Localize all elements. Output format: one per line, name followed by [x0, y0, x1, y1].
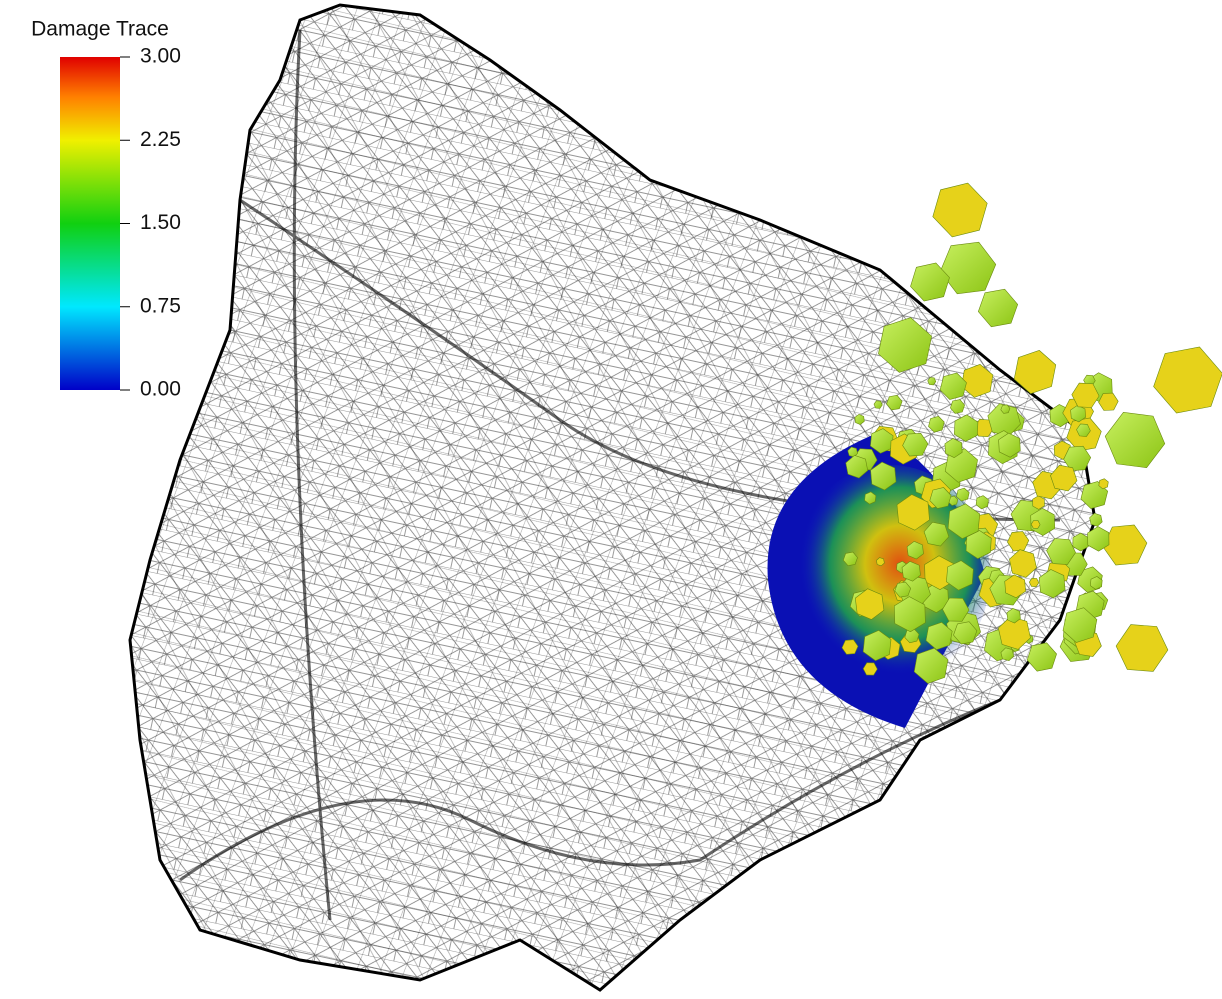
- fragment: [1029, 578, 1039, 587]
- fragment: [1116, 625, 1168, 672]
- tick-label: 3.00: [140, 45, 181, 68]
- colorbar: Damage Trace 3.00 2.25 1.50 0.75 0.00: [31, 18, 181, 401]
- fragment: [1027, 643, 1056, 671]
- colorbar-ramp: [60, 57, 120, 390]
- tick-label: 2.25: [140, 128, 181, 151]
- fragment: [1031, 521, 1040, 529]
- fragment: [978, 289, 1017, 327]
- tick-label: 0.00: [140, 378, 181, 401]
- tick-label: 1.50: [140, 211, 181, 234]
- fragment: [933, 183, 987, 237]
- tick-label: 0.75: [140, 294, 181, 317]
- render: Damage Trace 3.00 2.25 1.50 0.75 0.00: [0, 0, 1222, 999]
- colorbar-title: Damage Trace: [31, 18, 169, 41]
- fragment: [940, 242, 996, 294]
- fragment: [1105, 412, 1165, 467]
- fragment: [1103, 525, 1147, 565]
- fragment: [1154, 347, 1222, 413]
